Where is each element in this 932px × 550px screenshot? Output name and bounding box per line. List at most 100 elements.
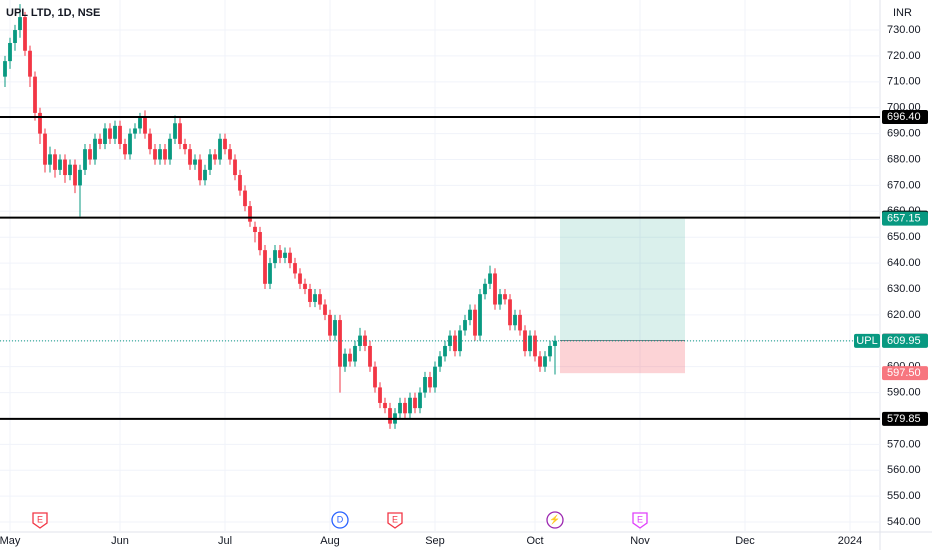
stop-label-box — [882, 366, 928, 381]
candle-body — [308, 288, 312, 302]
candle-body — [218, 138, 222, 160]
event-marker[interactable]: E — [387, 512, 403, 529]
candle-body — [513, 314, 517, 326]
candle-body — [108, 128, 112, 139]
candle-body — [78, 169, 82, 186]
candle-body — [493, 273, 497, 305]
candle-body — [58, 159, 62, 170]
y-tick-label: 730.00 — [887, 24, 921, 36]
event-marker[interactable]: D — [331, 511, 349, 529]
candle-body — [33, 76, 37, 113]
candle-body — [273, 250, 277, 264]
ticker-label: UPL — [856, 335, 877, 347]
candle-body — [418, 392, 422, 409]
candle-body — [483, 283, 487, 295]
candle-body — [338, 320, 342, 367]
candle-body — [543, 356, 547, 367]
candle-body — [93, 138, 97, 160]
y-tick-label: 720.00 — [887, 50, 921, 62]
x-tick-label: Nov — [630, 535, 650, 547]
event-badge — [387, 512, 403, 529]
candle-body — [293, 263, 297, 274]
candle-body — [103, 128, 107, 144]
candle-body — [278, 250, 282, 258]
target-label: 657.15 — [887, 213, 921, 225]
line-price-label-box — [882, 110, 928, 125]
candle-body — [378, 387, 382, 403]
x-tick-label: Jun — [111, 535, 129, 547]
candle-body — [128, 133, 132, 155]
candle-body — [298, 273, 302, 284]
x-tick-label: Jul — [218, 535, 232, 547]
x-tick-label: Dec — [735, 535, 755, 547]
event-label: E — [637, 514, 643, 524]
y-tick-label: 550.00 — [887, 490, 921, 502]
candle-body — [303, 283, 307, 289]
event-marker[interactable]: E — [32, 512, 48, 529]
chart-title: UPL LTD, 1D, NSE — [6, 7, 100, 19]
candle-body — [388, 408, 392, 424]
candle-body — [428, 377, 432, 388]
candle-body — [118, 125, 122, 144]
candle-body — [253, 226, 257, 233]
event-label: ⚡ — [549, 513, 560, 525]
candle-body — [313, 294, 317, 302]
candle-body — [263, 250, 267, 284]
candle-body — [433, 366, 437, 388]
candle-body — [423, 377, 427, 393]
candle-body — [3, 61, 7, 77]
y-tick-label: 690.00 — [887, 128, 921, 140]
candle-body — [318, 294, 322, 305]
candle-body — [133, 128, 137, 134]
x-tick-label: Aug — [320, 535, 340, 547]
candle-body — [363, 335, 367, 346]
candle-body — [373, 366, 377, 388]
axis: 540.00550.00560.00570.00580.00590.00600.… — [0, 24, 928, 547]
event-marker[interactable]: E — [632, 512, 648, 529]
x-tick-label: Sep — [425, 535, 445, 547]
candle-body — [353, 345, 357, 362]
candle-body — [283, 252, 287, 258]
candle-body — [38, 112, 42, 134]
candle-body — [208, 154, 212, 170]
y-tick-label: 590.00 — [887, 386, 921, 398]
candle-body — [443, 345, 447, 357]
currency: INR — [893, 7, 912, 19]
line-price-label: 579.85 — [887, 413, 921, 425]
candle-body — [238, 175, 242, 191]
candle-body — [288, 252, 292, 264]
event-marker[interactable]: ⚡ — [546, 511, 564, 529]
candle-body — [468, 309, 472, 321]
candle-body — [158, 149, 162, 160]
candle-body — [23, 17, 27, 51]
event-badge — [546, 511, 564, 529]
candle-body — [173, 123, 177, 139]
y-tick-label: 640.00 — [887, 257, 921, 269]
candle-body — [223, 138, 227, 150]
candle-body — [348, 353, 352, 362]
line-price-label-box — [882, 411, 928, 426]
ticker-box — [854, 333, 880, 348]
stop-label: 597.50 — [887, 367, 921, 379]
candle-body — [548, 345, 552, 357]
plot: E D E ⚡ E — [0, 4, 880, 529]
candle-body — [143, 118, 147, 134]
candle-body — [528, 335, 532, 352]
candle-body — [233, 159, 237, 176]
candle-body — [248, 206, 252, 222]
candle-body — [368, 345, 372, 367]
candle-body — [88, 149, 92, 160]
candle-body — [148, 133, 152, 150]
x-tick-label: Oct — [526, 535, 543, 547]
y-tick-label: 570.00 — [887, 438, 921, 450]
y-tick-label: 540.00 — [887, 516, 921, 528]
candle-body — [258, 232, 262, 251]
candle-body — [453, 335, 457, 352]
candle-body — [113, 125, 117, 139]
candle-body — [408, 397, 412, 414]
loss-zone — [560, 340, 685, 374]
candle-body — [403, 402, 407, 414]
y-tick-label: 650.00 — [887, 231, 921, 243]
candle-body — [13, 30, 17, 43]
